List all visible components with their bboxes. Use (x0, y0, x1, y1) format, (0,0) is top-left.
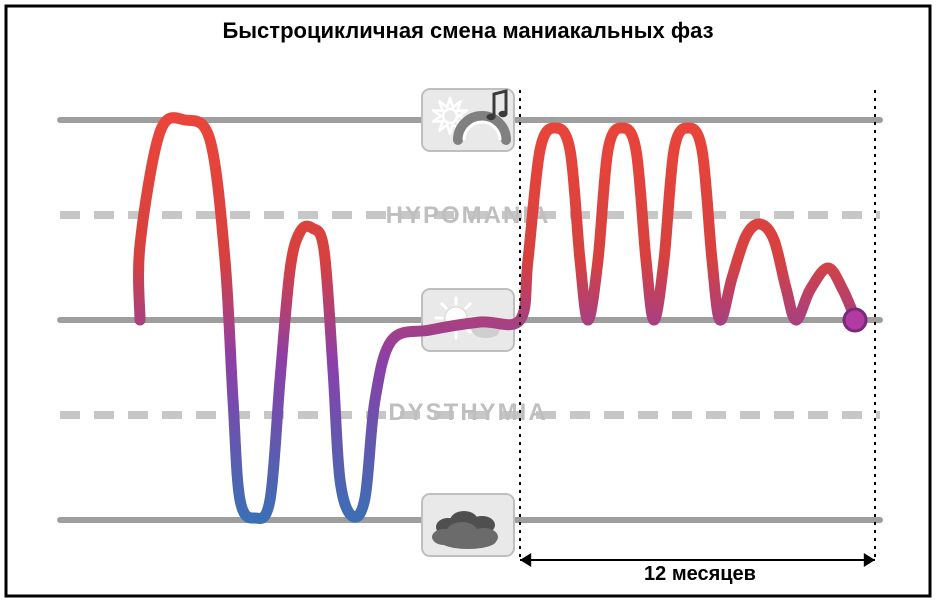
depression-icon (422, 494, 514, 556)
diagram-frame: HYPOMANIA DYSTHYMIA 12 месяцев Быстроцик… (0, 0, 936, 602)
time-bracket-label: 12 месяцев (644, 563, 756, 585)
hypomania-label: HYPOMANIA (386, 202, 551, 229)
end-point-marker (844, 309, 866, 331)
mania-icon (422, 89, 514, 151)
dysthymia-label: DYSTHYMIA (388, 399, 547, 426)
diagram-svg: HYPOMANIA DYSTHYMIA 12 месяцев Быстроцик… (0, 0, 936, 602)
diagram-title: Быстроцикличная смена маниакальных фаз (222, 18, 713, 43)
